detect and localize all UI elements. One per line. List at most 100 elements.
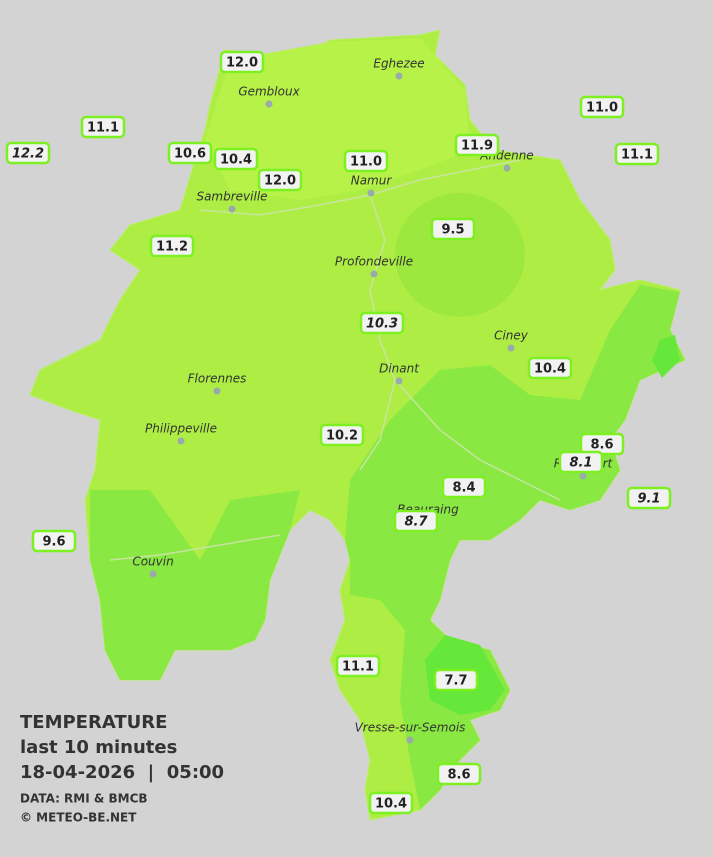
station-value: 8.6 bbox=[447, 768, 470, 783]
station-box bbox=[441, 475, 487, 499]
station-value: 10.3 bbox=[366, 317, 398, 332]
cool-zone bbox=[395, 193, 525, 317]
station-box bbox=[436, 762, 482, 786]
city-label: Ciney bbox=[494, 329, 529, 343]
station-value: 11.1 bbox=[621, 148, 653, 163]
station: 9.6 bbox=[31, 529, 77, 553]
city-label: Philippeville bbox=[145, 422, 217, 436]
station-value: 12.0 bbox=[226, 56, 258, 71]
station: 10.4 bbox=[368, 791, 414, 815]
station-value: 11.0 bbox=[350, 155, 382, 170]
station: 11.2 bbox=[149, 234, 195, 258]
legend-copyright: © METEO-BE.NET bbox=[20, 811, 137, 825]
station-box bbox=[219, 50, 265, 74]
station-box bbox=[579, 95, 625, 119]
city-dot bbox=[228, 205, 236, 213]
legend: TEMPERATURE last 10 minutes 18-04-2026 |… bbox=[20, 712, 224, 825]
legend-title: TEMPERATURE bbox=[20, 712, 167, 733]
cold-zone bbox=[652, 335, 680, 378]
station-box bbox=[257, 168, 303, 192]
station-value: 12.2 bbox=[12, 147, 44, 162]
cool-zone bbox=[90, 490, 300, 680]
legend-source: DATA: RMI & BMCB bbox=[20, 792, 148, 806]
station: 10.4 bbox=[213, 147, 259, 171]
station: 10.4 bbox=[527, 356, 573, 380]
station-box bbox=[433, 668, 479, 692]
city-dot bbox=[503, 164, 511, 172]
city-dot bbox=[395, 377, 403, 385]
city-label: Namur bbox=[351, 174, 393, 188]
station-box bbox=[5, 141, 51, 165]
station: 11.1 bbox=[80, 115, 126, 139]
station: 8.4 bbox=[441, 475, 487, 499]
city-dot bbox=[213, 387, 221, 395]
station-box bbox=[213, 147, 259, 171]
station-box bbox=[31, 529, 77, 553]
station-value: 7.7 bbox=[444, 674, 467, 689]
station-value: 9.5 bbox=[441, 223, 464, 238]
city-label: Dinant bbox=[379, 362, 420, 376]
warm-zone bbox=[205, 38, 470, 200]
station: 11.1 bbox=[614, 142, 660, 166]
station: 11.1 bbox=[335, 654, 381, 678]
station-value: 8.7 bbox=[404, 515, 428, 530]
station-box bbox=[454, 133, 500, 157]
station-box bbox=[335, 654, 381, 678]
station-box bbox=[319, 423, 365, 447]
station-value: 8.6 bbox=[590, 438, 613, 453]
station: 7.7 bbox=[433, 668, 479, 692]
city-label: Eghezee bbox=[373, 57, 424, 71]
station-box bbox=[368, 791, 414, 815]
station-value: 11.2 bbox=[156, 240, 188, 255]
station: 12.2 bbox=[5, 141, 51, 165]
station-box bbox=[558, 450, 604, 474]
station-box bbox=[430, 217, 476, 241]
station-value: 8.4 bbox=[452, 481, 475, 496]
station-value: 9.1 bbox=[637, 492, 660, 507]
station: 9.5 bbox=[430, 217, 476, 241]
city-label: Vresse-sur-Semois bbox=[355, 721, 466, 735]
station-value: 10.4 bbox=[375, 797, 407, 812]
city-label: Sambreville bbox=[196, 190, 267, 204]
station-value: 10.6 bbox=[174, 147, 206, 162]
station-box bbox=[167, 141, 213, 165]
station-value: 12.0 bbox=[264, 174, 296, 189]
station-box bbox=[626, 486, 672, 510]
city-label: Florennes bbox=[188, 372, 247, 386]
city-dot bbox=[149, 570, 157, 578]
station: 8.7 bbox=[393, 509, 439, 533]
station-box bbox=[80, 115, 126, 139]
station: 12.0 bbox=[257, 168, 303, 192]
station: 8.1 bbox=[558, 450, 604, 474]
station-value: 11.1 bbox=[342, 660, 374, 675]
station-value: 11.1 bbox=[87, 121, 119, 136]
station-box bbox=[149, 234, 195, 258]
city-dot bbox=[579, 472, 587, 480]
station: 11.0 bbox=[343, 149, 389, 173]
station: 10.2 bbox=[319, 423, 365, 447]
station-box bbox=[527, 356, 573, 380]
city-dot bbox=[265, 100, 273, 108]
station-value: 9.6 bbox=[42, 535, 65, 550]
station: 10.6 bbox=[167, 141, 213, 165]
station-value: 10.2 bbox=[326, 429, 358, 444]
station-box bbox=[359, 311, 405, 335]
station: 11.9 bbox=[454, 133, 500, 157]
station: 9.1 bbox=[626, 486, 672, 510]
city-dot bbox=[370, 270, 378, 278]
legend-datetime: 18-04-2026 | 05:00 bbox=[20, 762, 224, 783]
city-dot bbox=[406, 736, 414, 744]
station-box bbox=[343, 149, 389, 173]
station: 8.6 bbox=[436, 762, 482, 786]
city-label: Couvin bbox=[132, 555, 173, 569]
station: 10.3 bbox=[359, 311, 405, 335]
legend-subtitle: last 10 minutes bbox=[20, 737, 177, 758]
city-dot bbox=[367, 189, 375, 197]
station: 12.0 bbox=[219, 50, 265, 74]
station-value: 10.4 bbox=[534, 362, 566, 377]
station-box bbox=[614, 142, 660, 166]
station-box bbox=[393, 509, 439, 533]
city-dot bbox=[507, 344, 515, 352]
station-value: 10.4 bbox=[220, 153, 252, 168]
